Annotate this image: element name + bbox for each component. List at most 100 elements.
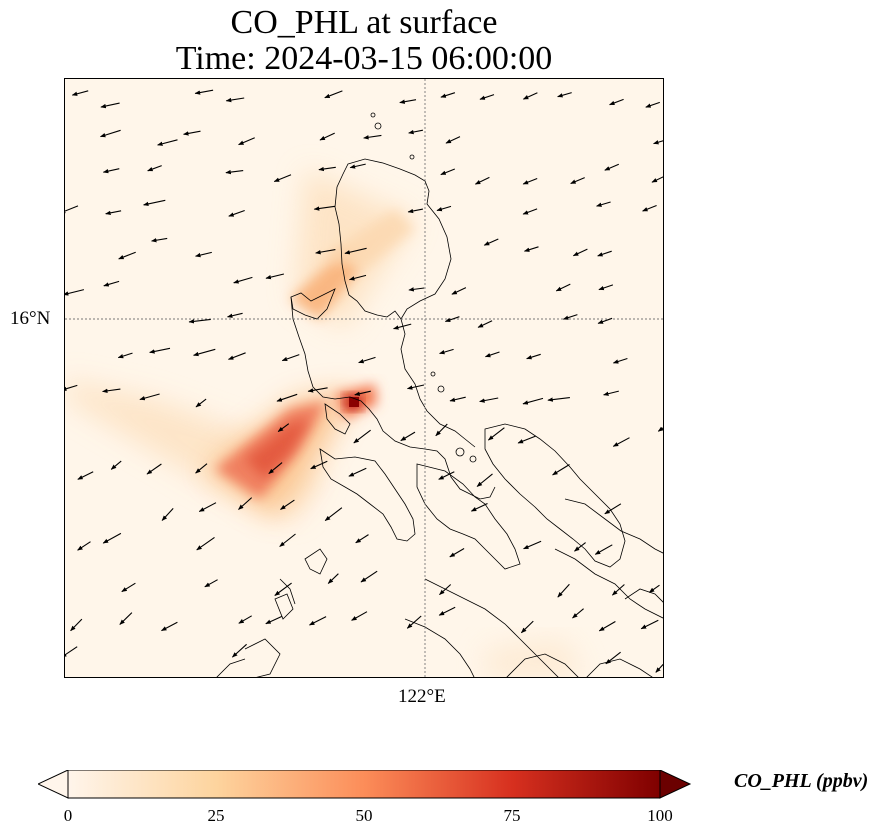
wind-arrow (655, 663, 663, 673)
wind-arrow (280, 499, 295, 510)
wind-arrow (71, 90, 89, 96)
map-subtitle-time: Time: 2024-03-15 06:00:00 (175, 40, 553, 77)
colorbar-label: CO_PHL (ppbv) (734, 770, 869, 792)
wind-arrow (268, 462, 283, 475)
wind-arrow (324, 507, 343, 522)
wind-arrow (313, 205, 336, 211)
wind-arrow (318, 166, 336, 172)
wind-arrow (474, 176, 490, 185)
wind-arrow (657, 426, 663, 432)
wind-vectors (65, 89, 663, 673)
wind-arrow (483, 238, 499, 246)
wind-arrow (226, 312, 243, 318)
wind-arrow (225, 97, 245, 103)
wind-arrow (444, 316, 460, 323)
wind-arrow (522, 92, 538, 100)
map-panel (64, 78, 664, 678)
wind-arrow (604, 503, 622, 515)
wind-arrow (570, 177, 585, 185)
wind-arrow (204, 579, 218, 588)
wind-arrow (572, 248, 588, 257)
wind-arrow (117, 352, 133, 359)
wind-arrow (438, 471, 455, 480)
wind-arrow (183, 130, 201, 136)
wind-arrow (648, 584, 660, 593)
wind-arrow (238, 137, 255, 146)
wind-arrow (139, 393, 160, 401)
wind-arrow (188, 318, 211, 324)
map-canvas (65, 79, 663, 677)
wind-arrow (105, 210, 122, 216)
wind-arrow (110, 460, 122, 470)
wind-arrow (324, 90, 343, 99)
wind-arrow (77, 471, 94, 480)
wind-arrow (121, 582, 136, 593)
wind-arrow (612, 437, 630, 447)
wind-arrow (196, 536, 215, 551)
wind-arrow (193, 348, 216, 357)
wind-arrow (310, 460, 328, 470)
wind-arrow (572, 608, 584, 619)
wind-arrow (65, 384, 78, 391)
wind-arrow (277, 423, 290, 433)
wind-arrow (521, 620, 534, 634)
wind-arrow (555, 283, 571, 292)
wind-arrow (449, 548, 465, 558)
wind-arrow (611, 584, 625, 596)
wind-arrow (351, 611, 368, 621)
wind-arrow (562, 314, 578, 320)
wind-arrow (198, 502, 217, 512)
wind-arrow (557, 92, 572, 98)
colorbar-tick: 50 (355, 806, 373, 825)
longitude-tick-label: 122°E (398, 686, 446, 707)
wind-arrow (598, 284, 614, 291)
wind-arrow (65, 205, 79, 214)
wind-arrow (315, 249, 336, 255)
wind-arrow (451, 287, 467, 295)
wind-arrow (360, 570, 378, 583)
co-concentration-field (65, 169, 584, 677)
wind-arrow (479, 397, 499, 403)
wind-arrow (151, 237, 168, 243)
wind-arrow (640, 619, 659, 630)
wind-arrow (604, 163, 620, 171)
wind-arrow (279, 533, 296, 547)
wind-arrow (354, 390, 371, 396)
wind-arrow (273, 174, 292, 183)
wind-arrow (557, 583, 570, 598)
wind-arrow (161, 508, 174, 521)
wind-arrow (102, 168, 120, 174)
wind-arrow (355, 534, 369, 544)
wind-arrow (265, 273, 285, 280)
wind-arrow (594, 544, 613, 555)
latitude-tick-label: 16°N (10, 308, 51, 329)
wind-arrow (99, 129, 121, 138)
wind-arrow (65, 289, 85, 296)
wind-arrow (363, 134, 382, 140)
wind-arrow (161, 621, 178, 632)
wind-arrow (65, 646, 78, 658)
wind-arrow (522, 208, 538, 215)
wind-arrow (479, 94, 495, 100)
wind-arrow (598, 621, 616, 632)
wind-arrow (642, 204, 657, 212)
wind-arrow (77, 541, 91, 551)
wind-arrow (353, 429, 371, 444)
wind-arrow (653, 140, 663, 145)
wind-arrow (517, 435, 537, 444)
wind-arrow (147, 165, 162, 172)
wind-arrow (194, 89, 214, 95)
wind-arrow (523, 540, 542, 550)
colorbar-tick: 100 (647, 806, 673, 825)
wind-arrow (143, 199, 166, 207)
wind-arrow (399, 99, 417, 104)
wind-arrow (408, 129, 424, 135)
wind-arrow (195, 398, 207, 408)
wind-arrow (70, 618, 83, 632)
wind-arrow (484, 351, 500, 358)
wind-arrow (438, 606, 456, 616)
wind-arrow (440, 92, 456, 98)
wind-arrow (440, 168, 456, 176)
wind-arrow (393, 323, 412, 330)
wind-arrow (435, 423, 448, 437)
